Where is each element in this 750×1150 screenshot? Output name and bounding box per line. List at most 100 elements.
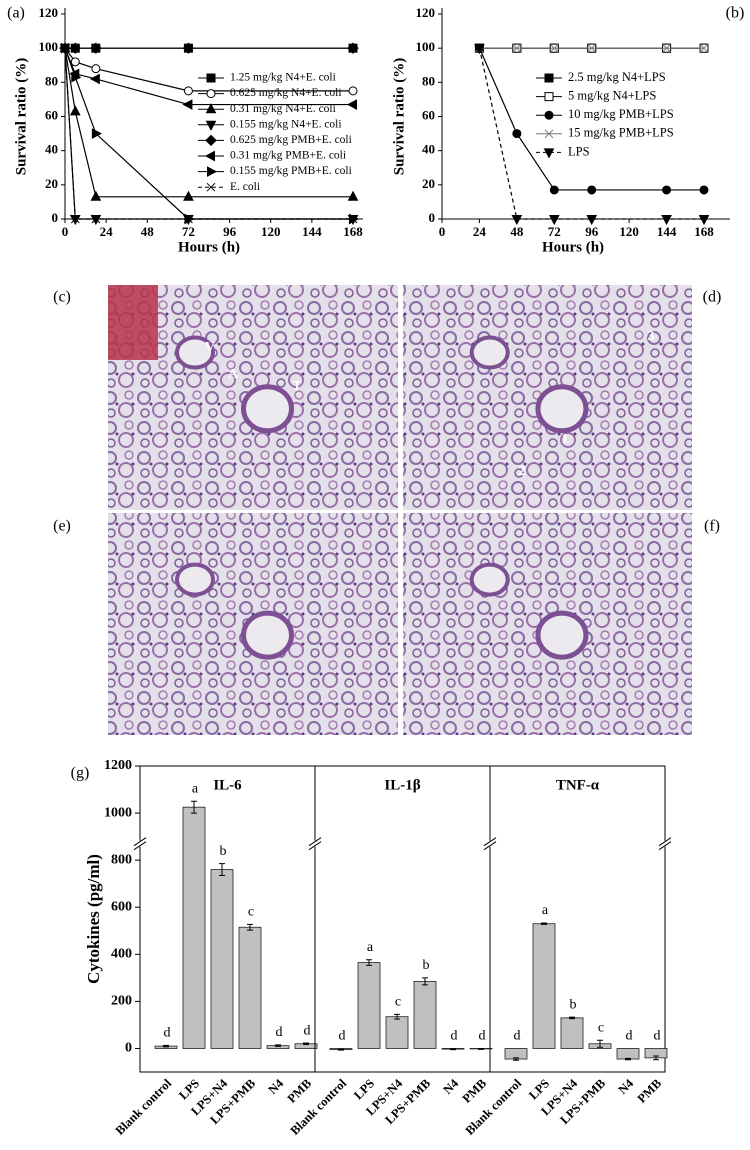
legend-label: 5 mg/kg N4+LPS xyxy=(568,88,656,102)
x-axis-label: Hours (h) xyxy=(542,239,604,255)
airway xyxy=(535,610,589,660)
error-bar xyxy=(303,1042,309,1045)
y-tick-label: 20 xyxy=(422,176,435,191)
x-tick-label: N4 xyxy=(440,1076,461,1097)
y-tick-label: 0 xyxy=(125,1041,132,1056)
legend-label: LPS xyxy=(568,144,590,158)
significance-letter: d xyxy=(514,1029,521,1044)
data-point xyxy=(70,57,80,67)
series-line xyxy=(64,47,353,92)
data-point xyxy=(71,71,82,83)
y-tick-label: 1000 xyxy=(104,805,132,820)
data-point xyxy=(90,190,102,201)
x-tick-label: 144 xyxy=(657,224,677,239)
y-tick-label: 800 xyxy=(111,852,132,867)
data-point xyxy=(346,99,357,110)
significance-letter: a xyxy=(542,903,549,918)
data-point xyxy=(662,43,671,53)
x-tick-label: 168 xyxy=(343,224,363,239)
error-bar xyxy=(541,922,547,925)
significance-letter: d xyxy=(654,1029,661,1044)
panel-label: (g) xyxy=(71,765,90,782)
error-bar xyxy=(247,923,253,931)
data-point xyxy=(91,214,101,224)
series-line xyxy=(478,47,704,191)
significance-letter: c xyxy=(395,995,401,1010)
y-tick-label: 120 xyxy=(39,5,59,20)
data-point xyxy=(349,213,360,225)
axis-break-gap xyxy=(485,840,495,847)
data-point xyxy=(512,43,522,53)
panel-label: (c) xyxy=(53,289,71,306)
significance-letter: d xyxy=(164,1026,171,1041)
significance-letter: b xyxy=(570,997,577,1012)
legend-label: 0.625 mg/kg N4+E. coli xyxy=(230,87,342,99)
error-bar xyxy=(394,1013,400,1020)
legend-label: 15 mg/kg PMB+LPS xyxy=(568,126,674,140)
data-point xyxy=(69,105,81,116)
x-tick-label: 72 xyxy=(182,224,195,239)
data-point xyxy=(91,64,101,74)
y-tick-label: 1200 xyxy=(104,758,132,773)
data-point xyxy=(586,215,598,226)
legend-marker xyxy=(205,134,217,147)
bar xyxy=(616,1048,640,1060)
y-tick-label: 60 xyxy=(422,107,435,122)
bar xyxy=(560,1017,584,1049)
significance-letter: d xyxy=(304,1023,311,1038)
error-bar xyxy=(625,1057,631,1061)
bar xyxy=(182,806,206,1049)
data-point xyxy=(61,42,72,54)
error-bar xyxy=(163,1044,169,1048)
legend-marker xyxy=(205,120,217,131)
airway xyxy=(469,335,510,370)
y-tick-label: 400 xyxy=(111,947,132,962)
error-bar xyxy=(653,1055,659,1061)
data-point xyxy=(587,185,597,195)
y-axis-label: Survival ratio (%) xyxy=(391,58,407,176)
x-tick-label: 120 xyxy=(619,224,639,239)
y-tick-label: 80 xyxy=(45,73,58,88)
data-point xyxy=(512,129,522,139)
x-tick-label: 72 xyxy=(548,224,561,239)
legend-marker xyxy=(544,129,554,139)
legend-label: E. coli xyxy=(230,181,260,193)
axis-break xyxy=(133,837,147,851)
y-tick-label: 40 xyxy=(45,142,58,157)
x-tick-label: 96 xyxy=(223,224,237,239)
data-point xyxy=(474,44,485,55)
panel-label: (b) xyxy=(726,5,745,22)
x-tick-label: PMB xyxy=(460,1076,490,1106)
error-bar xyxy=(450,1048,456,1051)
bar xyxy=(532,923,556,1049)
legend-label: 1.25 mg/kg N4+E. coli xyxy=(230,72,336,84)
micrograph-annotation: 2 xyxy=(519,464,526,479)
airway xyxy=(241,384,294,434)
data-point xyxy=(662,185,672,195)
legend-label: 2.5 mg/kg N4+LPS xyxy=(568,70,666,84)
micrograph-annotation: 1 xyxy=(562,432,569,447)
x-tick-label: N4 xyxy=(265,1076,286,1097)
data-point xyxy=(183,190,194,201)
data-point xyxy=(90,215,102,226)
y-tick-label: 100 xyxy=(39,39,59,54)
data-point xyxy=(698,215,710,226)
error-bar xyxy=(478,1047,484,1050)
significance-letter: b xyxy=(220,844,227,859)
group-title: IL-6 xyxy=(213,777,242,793)
data-point xyxy=(183,86,193,96)
error-bar xyxy=(338,1048,344,1051)
y-tick-label: 80 xyxy=(422,73,435,88)
x-tick-label: 0 xyxy=(439,224,446,239)
y-tick-label: 600 xyxy=(111,899,132,914)
panel-label: (a) xyxy=(7,5,25,22)
legend-marker xyxy=(544,92,554,102)
panel-label: (d) xyxy=(703,289,722,306)
data-point xyxy=(347,42,359,54)
x-tick-label: 24 xyxy=(473,224,487,239)
data-point xyxy=(69,42,81,54)
y-tick-label: 0 xyxy=(52,210,59,225)
significance-letter: b xyxy=(423,958,430,973)
legend-marker xyxy=(205,103,217,114)
data-point xyxy=(348,214,358,224)
